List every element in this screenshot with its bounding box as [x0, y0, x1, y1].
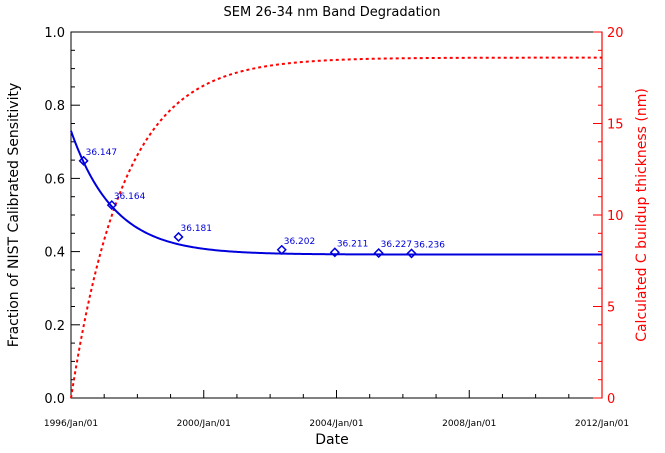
data-point-5	[373, 248, 384, 259]
data-point-0	[78, 155, 89, 166]
right-y-axis-label: Calculated C buildup thickness (nm)	[634, 88, 650, 342]
data-label-2: 36.181	[181, 224, 213, 234]
left-y-axis: 0.0 0.2 0.4 0.6 0.8 1.0	[44, 26, 80, 407]
left-y-tick-label-1: 0.2	[44, 319, 65, 334]
data-point-6	[406, 248, 417, 259]
right-y-tick-label-2: 10	[607, 209, 624, 224]
left-y-tick-label-2: 0.4	[44, 246, 65, 261]
x-axis-label: Date	[315, 432, 348, 448]
series-group	[70, 56, 602, 399]
data-points: 36.147 36.164 36.181 36.202 36.211 36.227 36.2…	[78, 148, 446, 259]
x-tick-label-4: 2012/Jan/01	[575, 419, 629, 429]
right-y-tick-label-0: 0	[607, 392, 615, 407]
data-point-1	[106, 200, 117, 211]
data-label-3: 36.202	[284, 237, 316, 247]
left-y-tick-label-5: 1.0	[44, 26, 65, 41]
data-label-6: 36.236	[414, 240, 446, 250]
thickness-curve	[70, 56, 602, 399]
left-y-tick-label-3: 0.6	[44, 172, 65, 187]
x-tick-label-1: 2000/Jan/01	[177, 419, 231, 429]
left-y-tick-label-4: 0.8	[44, 99, 65, 114]
x-tick-label-3: 2008/Jan/01	[442, 419, 496, 429]
data-label-4: 36.211	[337, 239, 369, 249]
plot-frame	[70, 31, 603, 399]
right-y-tick-label-3: 15	[607, 118, 624, 133]
sensitivity-curve	[70, 130, 602, 256]
x-axis: 1996/Jan/01 2000/Jan/01 2004/Jan/01 2008/Ja…	[44, 390, 629, 429]
x-tick-label-0: 1996/Jan/01	[44, 419, 98, 429]
right-y-axis: 0 5 10 15 20	[593, 26, 624, 407]
data-point-3	[276, 244, 287, 255]
x-tick-label-2: 2004/Jan/01	[309, 419, 363, 429]
right-y-tick-label-1: 5	[607, 301, 615, 316]
chart-title: SEM 26-34 nm Band Degradation	[224, 5, 441, 20]
left-y-tick-label-0: 0.0	[44, 392, 65, 407]
left-y-axis-label: Fraction of NIST Calibrated Sensitivity	[6, 83, 22, 347]
data-label-0: 36.147	[86, 148, 118, 158]
data-point-2	[173, 231, 184, 243]
data-label-1: 36.164	[114, 192, 146, 202]
data-point-4	[329, 247, 340, 258]
right-y-tick-label-4: 20	[607, 26, 624, 41]
data-label-5: 36.227	[381, 240, 413, 250]
